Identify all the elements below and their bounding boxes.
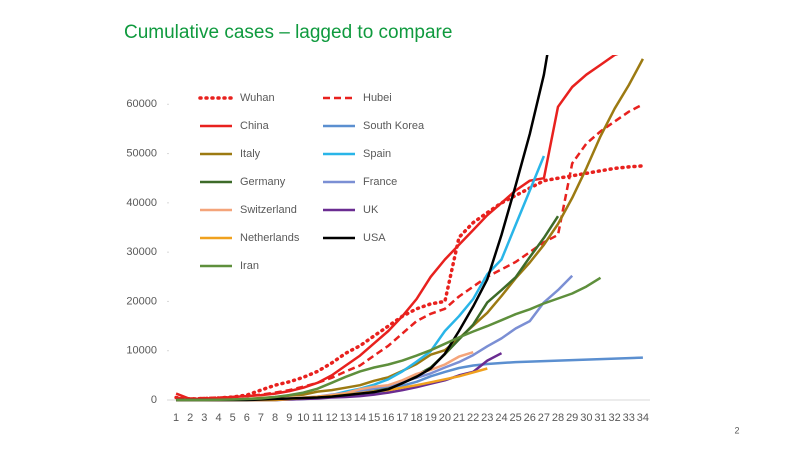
x-tick-label: 16 <box>382 412 394 424</box>
legend-label: Wuhan <box>240 92 275 104</box>
y-tick-label: 10000 <box>126 345 157 357</box>
x-tick-label: 15 <box>368 412 380 424</box>
x-tick-label: 17 <box>396 412 408 424</box>
x-tick-label: 24 <box>495 412 507 424</box>
x-tick-label: 29 <box>566 412 578 424</box>
x-tick-label: 22 <box>467 412 479 424</box>
x-tick-label: 34 <box>637 412 649 424</box>
x-tick-label: 7 <box>258 412 264 424</box>
x-tick-label: 23 <box>481 412 493 424</box>
x-tick-label: 8 <box>272 412 278 424</box>
x-tick-label: 21 <box>453 412 465 424</box>
legend-label: South Korea <box>363 120 425 132</box>
x-tick-label: 27 <box>538 412 550 424</box>
y-tick-label: 30000 <box>126 246 157 258</box>
x-tick-label: 2 <box>187 412 193 424</box>
plot-area <box>174 55 645 402</box>
x-tick-label: 28 <box>552 412 564 424</box>
x-tick-label: 19 <box>425 412 437 424</box>
x-tick-label: 18 <box>410 412 422 424</box>
x-tick-label: 3 <box>201 412 207 424</box>
x-tick-label: 6 <box>244 412 250 424</box>
x-tick-label: 32 <box>609 412 621 424</box>
series-line <box>176 276 602 402</box>
x-tick-label: 31 <box>594 412 606 424</box>
x-tick-label: 30 <box>580 412 592 424</box>
x-tick-label: 33 <box>623 412 635 424</box>
series-line <box>174 164 645 401</box>
x-tick-label: 20 <box>439 412 451 424</box>
x-tick-label: 11 <box>312 412 323 424</box>
page-number: 2 <box>734 425 739 435</box>
x-tick-label: 10 <box>297 412 309 424</box>
chart-title: Cumulative cases – lagged to compare <box>124 22 452 43</box>
x-tick-label: 9 <box>286 412 292 424</box>
series-line <box>175 55 619 401</box>
legend-label: Germany <box>240 176 286 188</box>
x-tick-label: 1 <box>173 412 179 424</box>
series-line <box>176 58 645 402</box>
x-tick-label: 14 <box>354 412 366 424</box>
x-tick-label: 12 <box>326 412 338 424</box>
legend-label: Netherlands <box>240 232 300 244</box>
x-tick-label: 25 <box>509 412 521 424</box>
legend-label: USA <box>363 232 386 244</box>
legend-label: UK <box>363 204 379 216</box>
legend-label: Italy <box>240 148 261 160</box>
y-tick-label: 0 <box>151 394 157 406</box>
x-tick-label: 13 <box>340 412 352 424</box>
y-tick-label: 20000 <box>126 295 157 307</box>
legend-label: Iran <box>240 260 259 272</box>
x-tick-label: 26 <box>524 412 536 424</box>
y-tick-label: 40000 <box>126 197 157 209</box>
legend-label: Spain <box>363 148 391 160</box>
legend-label: France <box>363 176 397 188</box>
legend-label: China <box>240 120 270 132</box>
legend-label: Hubei <box>363 92 392 104</box>
legend-label: Switzerland <box>240 204 297 216</box>
y-tick-label: 50000 <box>126 147 157 159</box>
x-tick-label: 5 <box>230 412 236 424</box>
y-tick-label: 60000 <box>126 98 157 110</box>
x-tick-label: 4 <box>215 412 221 424</box>
